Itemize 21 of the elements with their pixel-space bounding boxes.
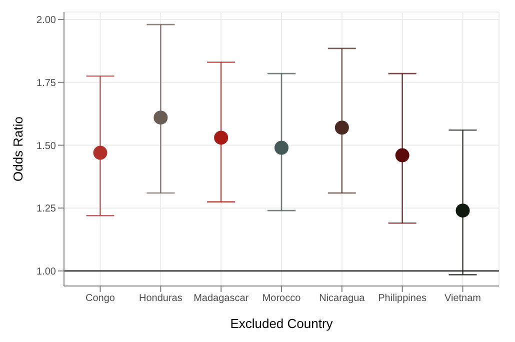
- x-tick-label: Honduras: [138, 293, 182, 304]
- x-tick-label: Morocco: [262, 293, 302, 304]
- point: [214, 130, 228, 145]
- x-tick-label: Nicaragua: [319, 293, 366, 304]
- y-tick-label: 1.75: [36, 78, 56, 89]
- point: [456, 204, 470, 218]
- x-tick-label: Philippines: [378, 293, 427, 304]
- y-tick-label: 1.25: [36, 204, 56, 215]
- x-axis-title: Excluded Country: [230, 316, 334, 331]
- point: [93, 146, 108, 160]
- y-tick-label: 2.00: [36, 15, 56, 26]
- point: [154, 110, 168, 125]
- x-tick-label: Vietnam: [444, 293, 482, 304]
- point: [395, 148, 410, 162]
- y-tick-label: 1.50: [36, 140, 56, 152]
- y-tick-label: 1.00: [36, 266, 56, 278]
- x-tick-label: Congo: [86, 293, 116, 304]
- point: [274, 140, 288, 155]
- x-tick-label: Madagascar: [194, 293, 250, 304]
- y-axis-title: Odds Ratio: [10, 116, 26, 182]
- point: [334, 120, 349, 135]
